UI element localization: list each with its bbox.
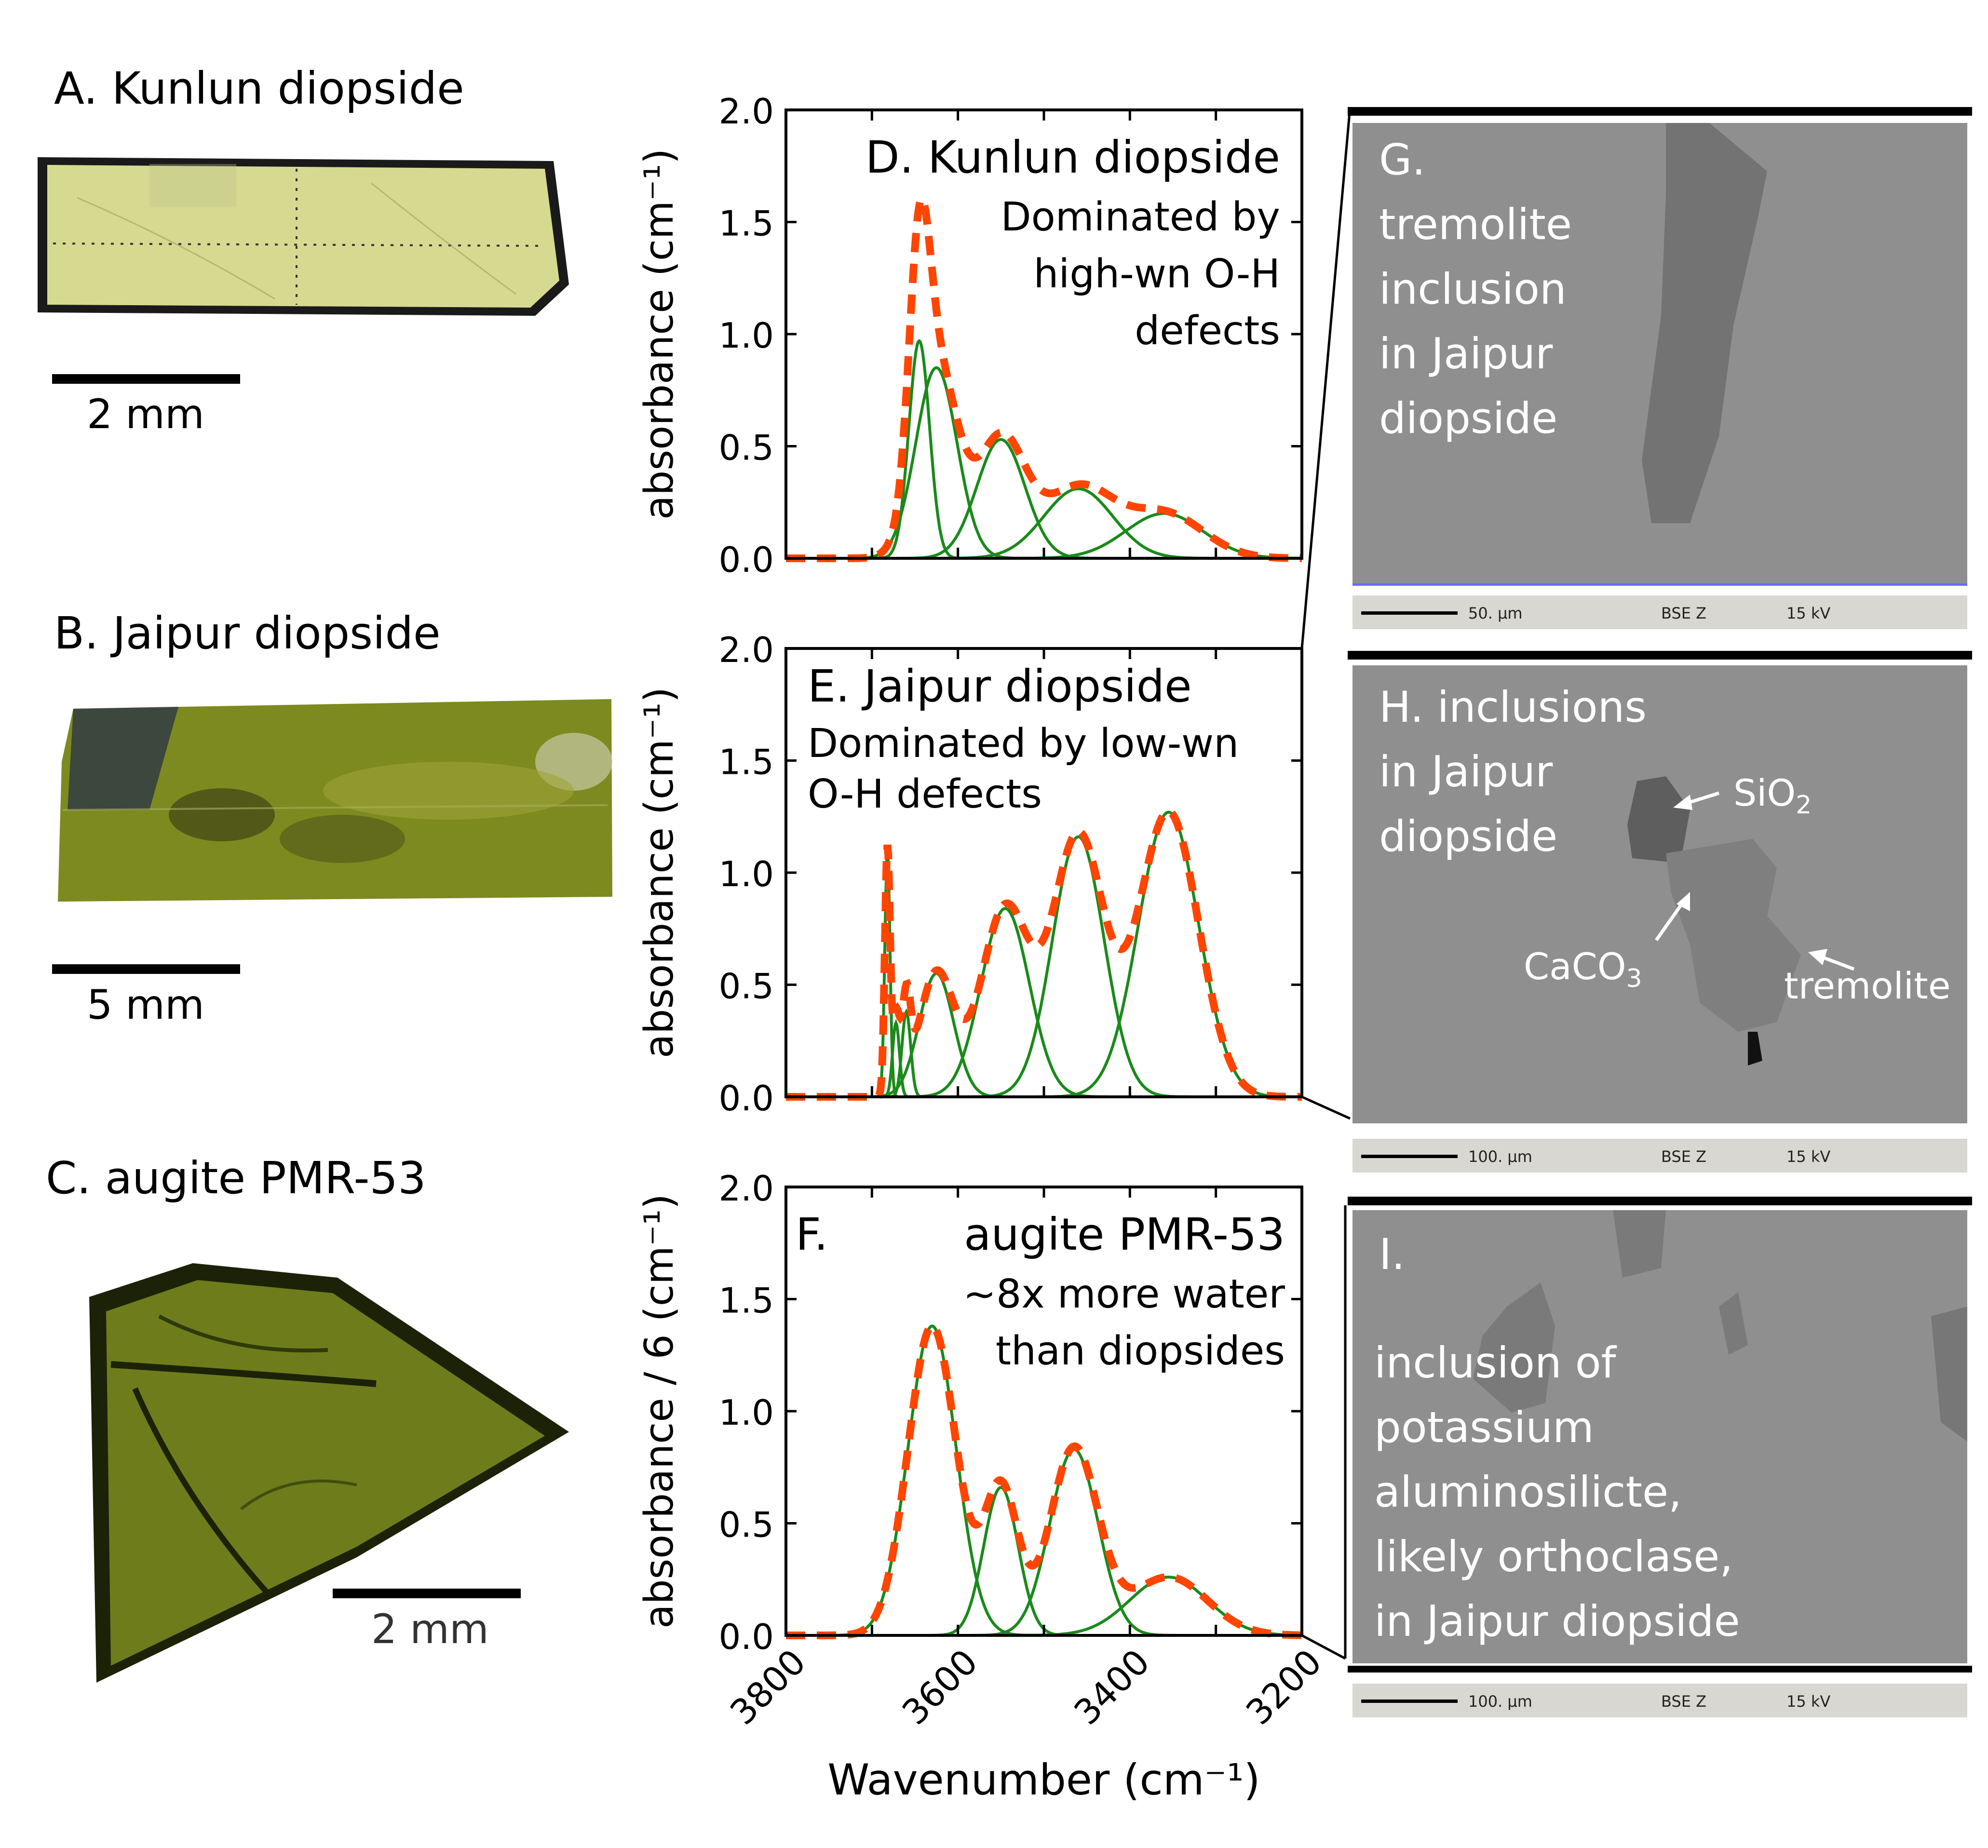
sem-g-label-3: in Jaipur [1379,329,1553,378]
sem-g-label-4: diopside [1379,393,1558,443]
ytick-F-0: 0.0 [718,1617,774,1657]
ylabel-D: absorbance (cm⁻¹) [636,148,682,520]
sem-h-label-2: diopside [1379,811,1558,861]
scale-bar-b [52,964,240,974]
ytick-E-2: 1.0 [718,854,774,894]
ytick-E-4: 2.0 [718,630,774,670]
scale-label-c: 2 mm [371,1605,489,1653]
ytick-F-1: 0.5 [718,1505,774,1545]
sem-g-label-1: tremolite [1379,200,1572,249]
ytick-F-4: 2.0 [718,1168,774,1209]
chart-annotation-E-1: O-H defects [808,771,1042,817]
sem-i-head: I. [1379,1229,1405,1279]
chart-annotation-D-1: high-wn O-H [1033,251,1280,297]
kunlun-sample-photo [38,157,569,316]
sem-h-label-1: in Jaipur [1379,747,1553,796]
chart-F [784,1186,1303,1639]
sem-g-databar: 50. µm BSE Z 15 kV [1352,595,1967,629]
sem-image-i: I. inclusion of potassium aluminosilicte… [1352,1210,1967,1663]
panel-a-title: A. Kunlun diopside [54,63,464,114]
peak-E-0 [786,850,1302,1098]
ytick-D-1: 0.5 [718,428,774,468]
sem-image-h: H. inclusions in Jaipur diopside SiO2 Ca… [1352,665,1967,1123]
total-fit-F [786,1322,1302,1639]
connector-h [1301,1095,1351,1120]
sem-i-kv: 15 kV [1786,1692,1831,1711]
sem-h-topbar [1348,651,1972,660]
sem-i-topbar [1348,1197,1972,1205]
chart-annotation-F-1: than diopsides [996,1328,1285,1374]
ylabel-F: absorbance / 6 (cm⁻¹) [636,1194,682,1629]
sem-h-label-0: H. inclusions [1379,682,1647,732]
sem-g-mode: BSE Z [1661,604,1707,622]
sem-g-kv: 15 kV [1786,604,1831,622]
label-sio2: SiO2 [1733,771,1812,820]
ytick-E-1: 0.5 [718,966,774,1007]
inclusion-grains [1627,776,1801,1066]
sem-h-scale: 100. µm [1468,1147,1532,1166]
chart-D [784,108,1303,562]
sem-i-label-1: potassium [1374,1403,1594,1452]
ytick-D-0: 0.0 [718,540,774,580]
chart-title-D: D. Kunlun diopside [866,132,1280,183]
chart-subtitle-F: augite PMR-53 [964,1209,1285,1260]
scale-bar-a [52,374,240,384]
xtick-F-1: 3600 [894,1642,986,1733]
sem-i-label-2: aluminosilicte, [1374,1467,1682,1517]
xlabel-F: Wavenumber (cm⁻¹) [827,1755,1260,1805]
sem-h-mode: BSE Z [1661,1147,1707,1166]
label-tremolite: tremolite [1784,964,1951,1007]
chart-annotation-D-0: Dominated by [1001,194,1281,240]
annotation-arrows [1655,791,1855,971]
panel-c-title: C. augite PMR-53 [46,1152,426,1204]
chart-annotation-F-0: ~8x more water [963,1271,1285,1317]
label-caco3: CaCO3 [1524,945,1642,994]
ytick-E-3: 1.5 [718,742,774,782]
ytick-E-0: 0.0 [718,1078,774,1119]
sem-i-scale: 100. µm [1468,1692,1532,1711]
panel-b-title: B. Jaipur diopside [54,607,441,659]
tremolite-grain [1642,123,1767,523]
xtick-F-3: 3200 [1238,1642,1329,1733]
sem-i-databar: 100. µm BSE Z 15 kV [1352,1684,1967,1717]
sem-g-scale: 50. µm [1468,604,1523,622]
sem-i-label-0: inclusion of [1374,1338,1616,1388]
axes-frame-E [784,647,1303,1098]
chart-title-E: E. Jaipur diopside [808,661,1192,712]
ytick-F-3: 1.5 [718,1281,774,1321]
chart-annotation-D-2: defects [1135,308,1280,354]
sem-h-databar: 100. µm BSE Z 15 kV [1352,1139,1967,1173]
total-fit-D [786,193,1302,562]
peak-D-0 [786,339,1302,560]
sem-i-label-3: likely orthoclase, [1374,1532,1733,1581]
orthoclase-grains [1473,1210,1967,1442]
sem-g-label-2: inclusion [1379,264,1567,314]
scale-label-b: 5 mm [87,981,204,1028]
scale-bar-c [333,1589,521,1598]
sem-h-kv: 15 kV [1786,1147,1831,1166]
sem-i-mode: BSE Z [1661,1692,1707,1711]
peak-D-2 [786,438,1302,560]
ytick-D-2: 1.0 [718,315,774,356]
ylabel-E: absorbance (cm⁻¹) [636,687,682,1058]
ytick-F-2: 1.0 [718,1392,774,1433]
ytick-D-4: 2.0 [718,91,774,132]
xtick-F-2: 3400 [1066,1642,1157,1733]
total-fit-E [786,808,1302,1101]
chart-title-F: F. [796,1209,828,1260]
ytick-D-3: 1.5 [718,203,774,244]
peak-D-1 [786,366,1302,560]
connector-g [1300,107,1352,649]
connector-i2 [1301,1634,1346,1660]
sem-g-topbar [1348,107,1972,116]
sem-g-label-0: G. [1379,135,1426,185]
augite-sample-photo [89,1263,569,1683]
sem-image-g: G. tremolite inclusion in Jaipur diopsid… [1352,123,1967,586]
chart-E [784,647,1303,1101]
scale-label-a: 2 mm [87,391,204,438]
sem-i-label-4: in Jaipur diopside [1374,1596,1740,1646]
jaipur-sample-photo [58,699,612,902]
chart-annotation-E-0: Dominated by low-wn [808,721,1239,767]
